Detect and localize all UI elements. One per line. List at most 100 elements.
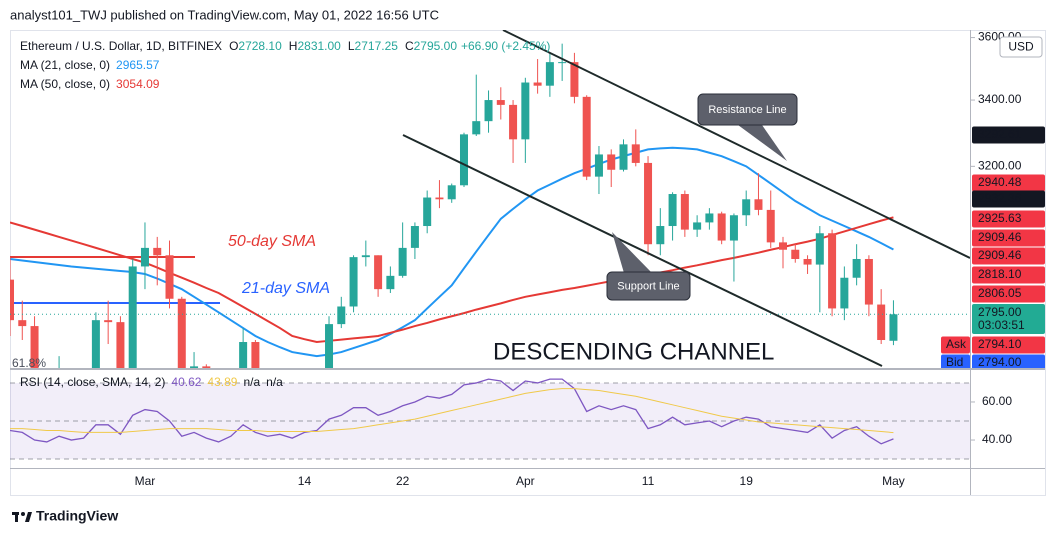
candle-body xyxy=(472,121,481,135)
candle-body xyxy=(239,342,248,368)
quote-value: 2831.00 xyxy=(297,39,341,53)
candle-body xyxy=(582,96,591,177)
candle-body xyxy=(705,213,714,223)
candle-body xyxy=(545,62,554,86)
indicator-name: MA (21, close, 0) xyxy=(20,58,110,72)
candle-body xyxy=(30,326,39,368)
price-tag xyxy=(972,190,1045,208)
price-tag-label: 3292.61 xyxy=(978,127,1022,141)
candle-body xyxy=(190,366,199,368)
price-pane xyxy=(10,43,970,368)
candle-body xyxy=(202,366,211,368)
indicator-value: n/a xyxy=(266,375,283,389)
candle-body xyxy=(570,62,579,97)
price-tag-label: 2794.10 xyxy=(978,337,1022,351)
indicator-value: 40.62 xyxy=(171,375,201,389)
currency-label: USD xyxy=(1008,40,1034,54)
candle-body xyxy=(803,258,812,265)
candle-body xyxy=(447,185,456,200)
publish-info: analyst101_TWJ published on TradingView.… xyxy=(10,7,439,22)
price-tag xyxy=(972,229,1045,247)
legend-row: MA (21, close, 0) 2965.57 xyxy=(20,58,160,72)
candle-body xyxy=(791,249,800,259)
candle-body xyxy=(140,247,149,267)
candle-body xyxy=(742,199,751,216)
price-tag xyxy=(972,285,1045,303)
candle-body xyxy=(558,62,567,64)
candle-body xyxy=(607,154,616,170)
candle-body xyxy=(533,82,542,86)
legend-row: MA (50, close, 0) 3054.09 xyxy=(20,77,160,91)
candle-body xyxy=(766,209,775,243)
indicator-value: 43.89 xyxy=(207,375,237,389)
price-tag-label: 2794.00 xyxy=(978,355,1022,369)
price-tag-label: 2909.46 xyxy=(978,248,1022,262)
candle-body xyxy=(889,314,898,341)
x-tick-label: 19 xyxy=(740,474,754,488)
candle-body xyxy=(754,199,763,210)
candle-body xyxy=(656,226,665,245)
indicator-name: MA (50, close, 0) xyxy=(20,77,110,91)
candle-body xyxy=(104,320,113,323)
candle-body xyxy=(435,197,444,200)
candle-body xyxy=(153,247,162,256)
price-tag xyxy=(972,210,1045,228)
quote-value: 2795.00 xyxy=(414,39,458,53)
logo-part xyxy=(25,512,32,522)
indicator-value: 3054.09 xyxy=(116,77,160,91)
callout-text: Support Line xyxy=(617,280,679,292)
price-tag-name-box xyxy=(941,336,970,354)
candle-body xyxy=(680,194,689,230)
currency-box xyxy=(999,36,1043,58)
callout-pointer xyxy=(738,125,787,161)
legend-row: Ethereum / U.S. Dollar, 1D, BITFINEX O272… xyxy=(20,39,550,53)
candle-body xyxy=(484,100,493,122)
candle-body xyxy=(828,233,837,309)
indicator-value: 2965.57 xyxy=(116,58,160,72)
candle-body xyxy=(717,213,726,241)
candle-body xyxy=(361,255,370,258)
quote-key: C xyxy=(405,39,414,53)
candle-body xyxy=(864,258,873,305)
candle-body xyxy=(91,320,100,368)
candle-body xyxy=(668,194,677,227)
callout-text: Resistance Line xyxy=(708,104,786,116)
candle-body xyxy=(410,226,419,248)
price-tag-label: 2818.10 xyxy=(978,267,1022,281)
price-tag-label: 2925.63 xyxy=(978,211,1022,225)
candle-body xyxy=(644,162,653,245)
countdown-label: 03:03:51 xyxy=(978,318,1025,332)
candle-body xyxy=(496,100,505,105)
candle-body xyxy=(815,233,824,265)
rsi-line xyxy=(10,388,894,434)
candle-body xyxy=(459,134,468,186)
candle-body xyxy=(852,258,861,278)
quote-key: O xyxy=(229,39,238,53)
price-tag xyxy=(972,174,1045,192)
fib-level-label: 61.8% xyxy=(12,356,46,370)
logo-part xyxy=(21,512,25,516)
candle-body xyxy=(325,324,334,368)
indicator-name: RSI (14, close, SMA, 14, 2) xyxy=(20,375,165,389)
x-tick-label: 14 xyxy=(298,474,312,488)
price-tag-name: Bid xyxy=(946,355,963,369)
candle-body xyxy=(877,304,886,341)
rsi-line xyxy=(10,378,894,445)
x-tick-label: Mar xyxy=(135,474,156,488)
indicator-value: n/a xyxy=(243,375,260,389)
x-tick-label: May xyxy=(882,474,905,488)
y-tick-label: 3400.00 xyxy=(978,92,1022,106)
candle-body xyxy=(509,104,518,140)
candle-body xyxy=(779,242,788,250)
price-tag-label: 2940.48 xyxy=(978,175,1022,189)
candle-body xyxy=(386,275,395,290)
candle-body xyxy=(631,144,640,163)
candle-body xyxy=(594,154,603,177)
rsi-pane xyxy=(10,378,970,460)
x-tick-label: 11 xyxy=(642,474,655,488)
candle-body xyxy=(423,197,432,227)
candle-body xyxy=(128,266,137,368)
price-tag-label: 2932.36 xyxy=(978,191,1022,205)
price-tags: 3292.61 2940.48 2932.36 2925.63 2909.46 2909.… xyxy=(941,126,1045,369)
